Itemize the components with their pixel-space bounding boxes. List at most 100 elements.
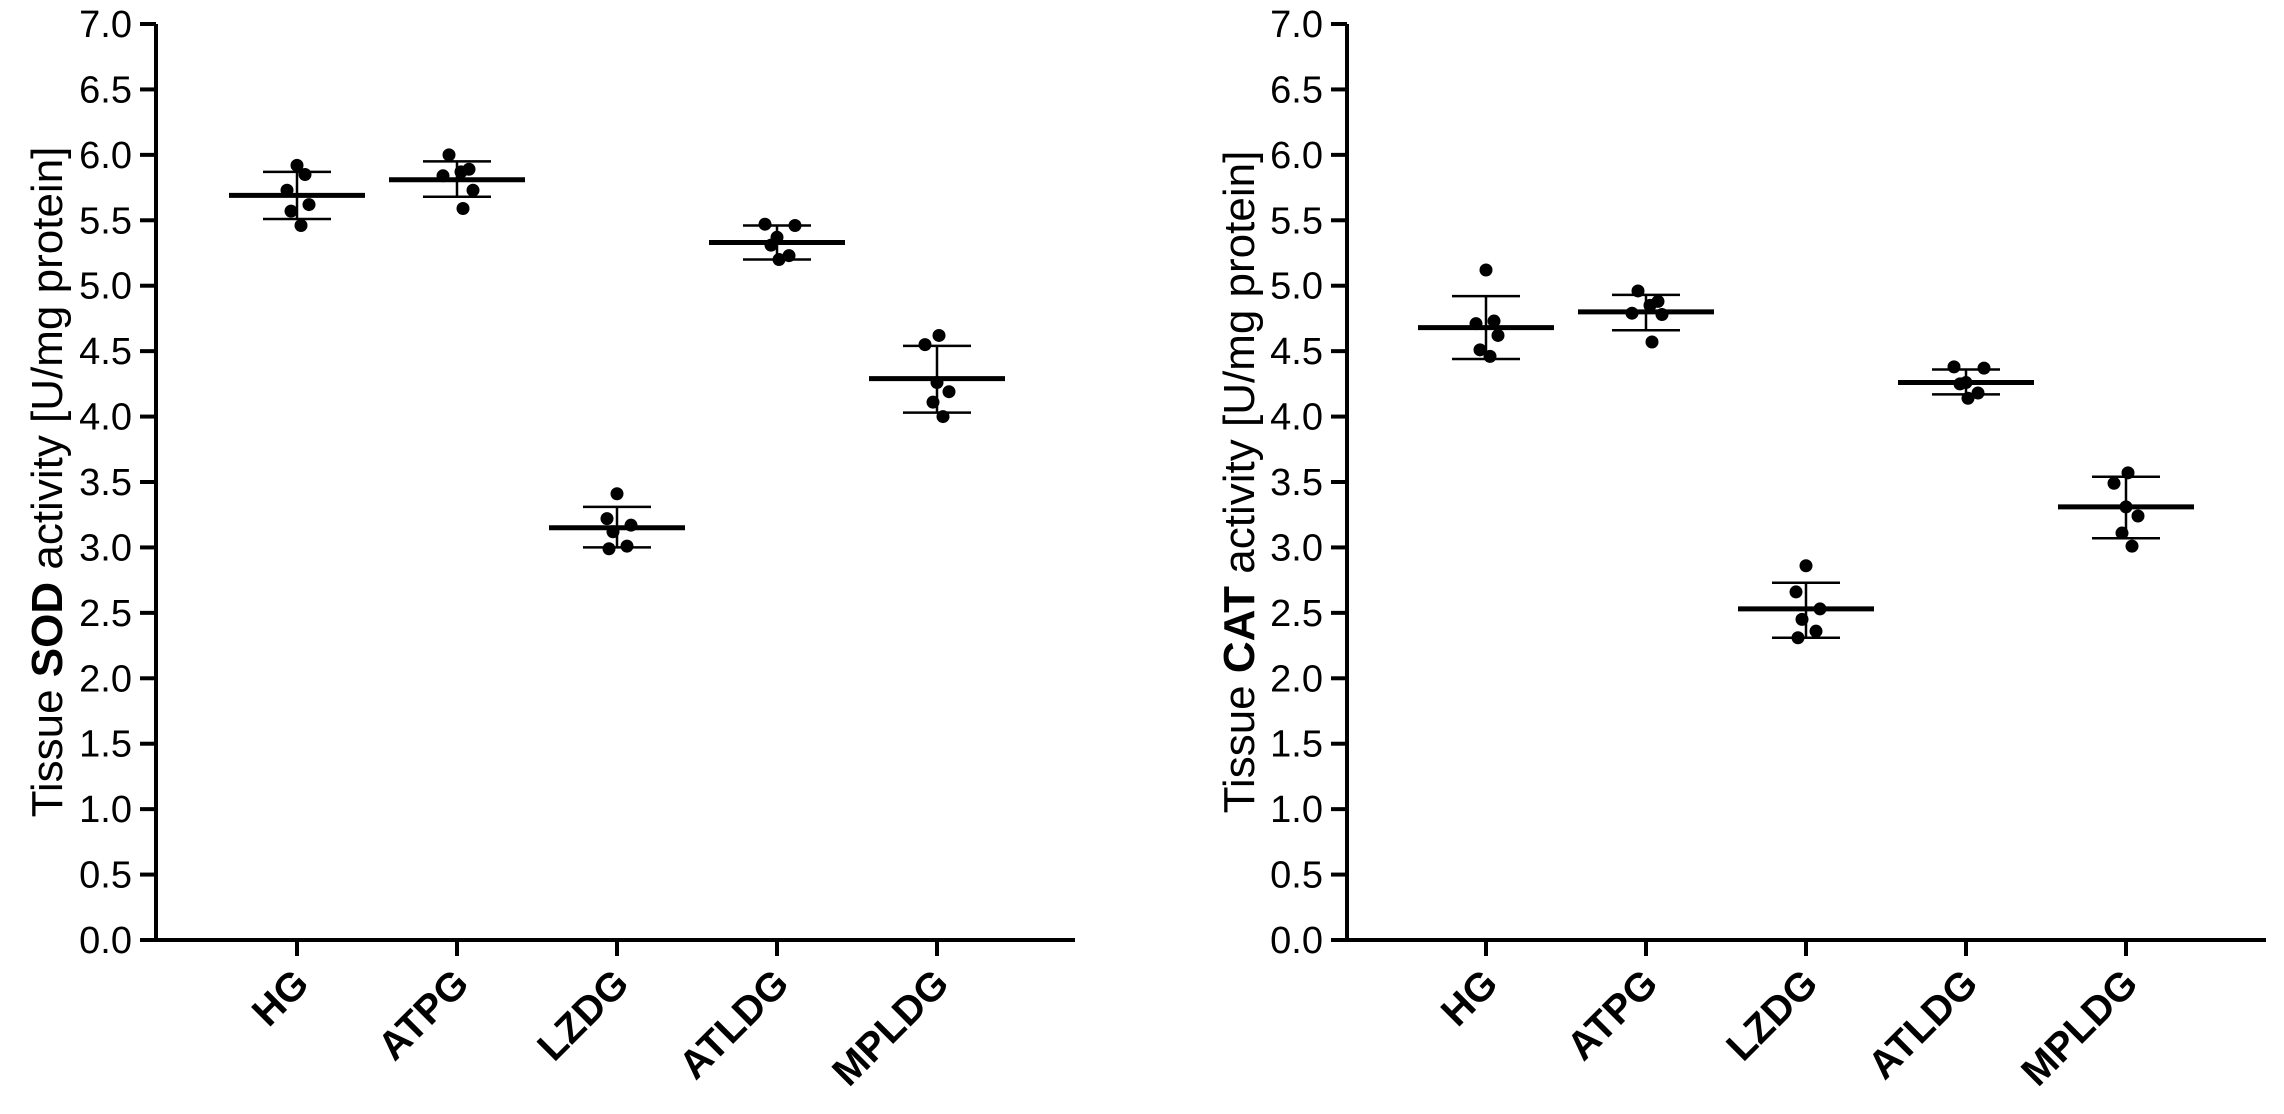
y-tick-label: 3.0 bbox=[79, 527, 132, 569]
y-axis-label-suffix: activity [U/mg protein] bbox=[1215, 151, 1264, 586]
data-point bbox=[2115, 526, 2129, 540]
y-axis-label-prefix: Tissue bbox=[23, 677, 72, 817]
data-point bbox=[936, 410, 950, 424]
x-tick-label-lzdg: LZDG bbox=[529, 961, 637, 1069]
data-point bbox=[284, 204, 298, 218]
y-tick-label: 3.5 bbox=[79, 462, 132, 504]
y-tick-label: 0.5 bbox=[1270, 855, 1323, 897]
y-axis-label-prefix: Tissue bbox=[1215, 673, 1264, 813]
y-tick-label: 1.0 bbox=[79, 789, 132, 831]
data-point bbox=[290, 158, 304, 172]
y-tick-label: 6.0 bbox=[79, 135, 132, 177]
data-point bbox=[466, 183, 480, 197]
data-point bbox=[926, 395, 940, 409]
x-tick-label-hg: HG bbox=[1433, 961, 1507, 1035]
y-axis-label-bold: SOD bbox=[23, 582, 72, 677]
data-point bbox=[606, 525, 620, 539]
data-point bbox=[1795, 612, 1809, 626]
data-point bbox=[1947, 360, 1961, 374]
data-point bbox=[782, 249, 796, 263]
data-point bbox=[1799, 559, 1813, 573]
data-point bbox=[758, 217, 772, 231]
x-tick-label-atpg: ATPG bbox=[1559, 961, 1667, 1069]
data-point bbox=[1625, 306, 1639, 320]
data-point bbox=[772, 253, 786, 267]
data-point bbox=[1483, 349, 1497, 363]
data-point bbox=[610, 487, 624, 501]
data-point bbox=[932, 328, 946, 342]
data-point bbox=[456, 202, 470, 216]
data-point bbox=[930, 376, 944, 390]
y-tick-label: 5.5 bbox=[1270, 200, 1323, 242]
y-tick-label: 4.0 bbox=[1270, 397, 1323, 439]
y-tick-label: 1.0 bbox=[1270, 789, 1323, 831]
x-tick-label-lzdg: LZDG bbox=[1718, 961, 1826, 1069]
data-point bbox=[1469, 317, 1483, 331]
data-point bbox=[2131, 509, 2145, 523]
y-tick-label: 5.0 bbox=[1270, 266, 1323, 308]
data-point bbox=[436, 169, 450, 183]
data-point bbox=[624, 518, 638, 532]
data-point bbox=[1655, 308, 1669, 322]
data-point bbox=[1809, 624, 1823, 638]
y-tick-label: 0.0 bbox=[1270, 920, 1323, 962]
data-point bbox=[1961, 391, 1975, 405]
x-tick-label-mpldg: MPLDG bbox=[2013, 961, 2146, 1094]
data-point bbox=[1631, 284, 1645, 298]
y-tick-label: 4.0 bbox=[79, 397, 132, 439]
y-tick-label: 3.0 bbox=[1270, 527, 1323, 569]
y-tick-label: 4.5 bbox=[1270, 331, 1323, 373]
x-tick-label-atpg: ATPG bbox=[370, 961, 478, 1069]
data-point bbox=[1491, 328, 1505, 342]
y-tick-label: 5.0 bbox=[79, 266, 132, 308]
data-point bbox=[2121, 466, 2135, 480]
y-tick-label: 0.5 bbox=[79, 855, 132, 897]
data-point bbox=[298, 167, 312, 181]
data-point bbox=[788, 219, 802, 233]
y-tick-label: 7.0 bbox=[1270, 4, 1323, 46]
y-tick-label: 6.5 bbox=[1270, 69, 1323, 111]
data-point bbox=[1479, 263, 1493, 277]
data-point bbox=[764, 238, 778, 252]
y-axis-label: Tissue CAT activity [U/mg protein] bbox=[1215, 151, 1264, 814]
y-tick-label: 5.5 bbox=[79, 200, 132, 242]
y-tick-label: 6.5 bbox=[79, 69, 132, 111]
data-point bbox=[454, 165, 468, 179]
y-axis-label-bold: CAT bbox=[1215, 586, 1264, 673]
data-point bbox=[2119, 500, 2133, 514]
data-point bbox=[1473, 343, 1487, 357]
data-point bbox=[294, 219, 308, 233]
y-tick-label: 2.5 bbox=[79, 593, 132, 635]
data-point bbox=[2125, 539, 2139, 553]
data-point bbox=[302, 198, 316, 212]
data-point bbox=[1977, 361, 1991, 375]
y-tick-label: 1.5 bbox=[1270, 724, 1323, 766]
data-point bbox=[1971, 386, 1985, 400]
x-tick-label-mpldg: MPLDG bbox=[824, 961, 957, 1094]
y-tick-label: 2.5 bbox=[1270, 593, 1323, 635]
y-tick-label: 2.0 bbox=[79, 658, 132, 700]
y-axis-label-suffix: activity [U/mg protein] bbox=[23, 147, 72, 582]
data-point bbox=[1813, 602, 1827, 616]
y-tick-label: 0.0 bbox=[79, 920, 132, 962]
y-tick-label: 7.0 bbox=[79, 4, 132, 46]
data-point bbox=[2107, 476, 2121, 490]
data-point bbox=[620, 539, 634, 553]
data-point bbox=[918, 338, 932, 352]
data-point bbox=[1643, 298, 1657, 312]
y-tick-label: 2.0 bbox=[1270, 658, 1323, 700]
data-point bbox=[1487, 314, 1501, 328]
data-point bbox=[602, 542, 616, 556]
data-point bbox=[1791, 631, 1805, 645]
data-point bbox=[1789, 585, 1803, 599]
y-tick-label: 1.5 bbox=[79, 724, 132, 766]
data-point bbox=[442, 148, 456, 162]
data-point bbox=[280, 183, 294, 197]
x-tick-label-hg: HG bbox=[244, 961, 318, 1035]
y-tick-label: 6.0 bbox=[1270, 135, 1323, 177]
data-point bbox=[1645, 335, 1659, 349]
cat-chart: 0.0 0.5 1.0 1.5 2.0 2.5 3.0 3.5 4.0 4.5 5.0 5.5 6.0 6… bbox=[1215, 4, 2266, 1094]
y-tick-label: 4.5 bbox=[79, 331, 132, 373]
x-tick-label-atldg: ATLDG bbox=[1860, 961, 1986, 1087]
